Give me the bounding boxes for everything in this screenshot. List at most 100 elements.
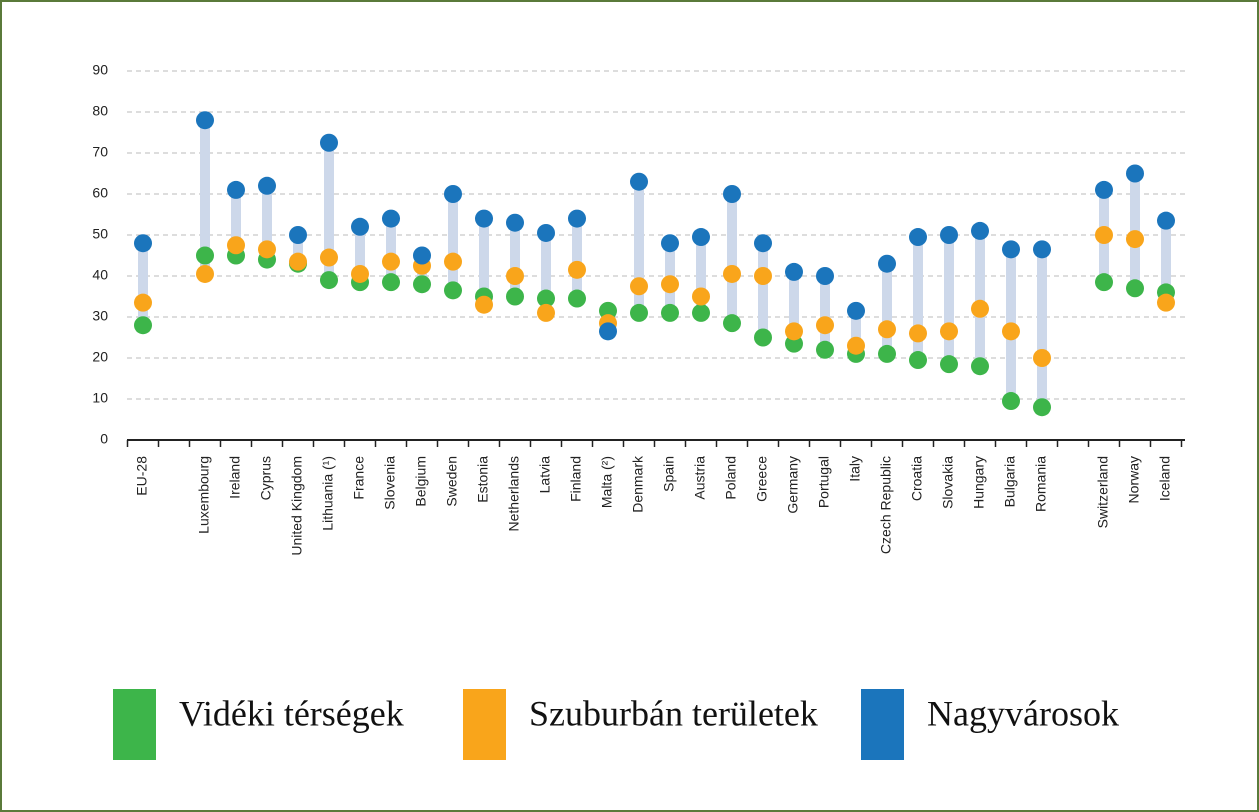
dot: [909, 228, 927, 247]
dot: [134, 234, 152, 253]
dot: [1095, 226, 1113, 244]
dot: [692, 228, 710, 247]
x-tick-label: Lithuania (¹): [320, 456, 336, 531]
dot: [630, 172, 648, 191]
x-tick-label: Finland: [568, 456, 584, 502]
x-tick-label: Slovenia: [382, 456, 398, 510]
dot: [568, 289, 586, 308]
dot: [661, 275, 679, 294]
x-tick-label: Luxembourg: [196, 456, 212, 534]
dot: [537, 289, 555, 308]
dot: [475, 209, 493, 228]
range-bar: [138, 243, 148, 326]
dot: [196, 264, 214, 283]
range-bar: [634, 181, 644, 313]
dot: [816, 340, 834, 359]
x-tick-label: Latvia: [537, 456, 553, 494]
dot: [847, 336, 865, 355]
x-tick-label: Belgium: [413, 456, 429, 507]
range-bar: [448, 194, 458, 291]
range-bar: [975, 230, 985, 367]
dot: [227, 180, 245, 199]
x-tick-label: Malta (²): [599, 456, 615, 508]
y-tick-label: 60: [92, 185, 108, 201]
dot: [878, 344, 896, 363]
dot: [754, 234, 772, 253]
dot: [1033, 398, 1051, 417]
legend-swatch: [113, 689, 156, 760]
y-tick-label: 10: [92, 390, 108, 406]
x-tick-label: Czech Republic: [878, 456, 894, 554]
legend-label: Vidéki térségek: [179, 693, 404, 733]
range-bar: [479, 218, 489, 305]
dot: [1002, 392, 1020, 411]
dot: [940, 355, 958, 374]
dot: [506, 267, 524, 285]
dot: [1002, 240, 1020, 259]
range-bar: [355, 226, 365, 283]
x-tick-label: Croatia: [909, 456, 925, 501]
dot: [630, 303, 648, 322]
dot: [1126, 279, 1144, 298]
dot: [258, 240, 276, 259]
dot: [847, 301, 865, 320]
dot: [723, 185, 741, 203]
range-bar: [572, 218, 582, 299]
x-tick-label: Netherlands: [506, 456, 522, 532]
x-tick-label: Hungary: [971, 456, 987, 509]
dot: [351, 264, 369, 283]
dot: [227, 236, 245, 255]
range-bar: [262, 185, 272, 260]
dot: [568, 260, 586, 279]
range-bar: [789, 271, 799, 344]
range-bar: [1161, 220, 1171, 303]
x-tick-label: Romania: [1033, 456, 1049, 512]
dot: [537, 303, 555, 322]
y-tick-label: 80: [92, 103, 108, 119]
dot: [599, 301, 617, 320]
dot: [909, 351, 927, 370]
dot: [599, 322, 617, 341]
dot: [785, 334, 803, 353]
dot: [506, 287, 524, 306]
y-tick-label: 0: [100, 431, 108, 447]
dot: [196, 111, 214, 130]
dot: [1157, 211, 1175, 230]
dot: [444, 281, 462, 300]
x-tick-label: Cyprus: [258, 456, 274, 500]
dot: [1157, 293, 1175, 312]
legend-swatch: [861, 689, 904, 760]
dot: [692, 287, 710, 306]
x-tick-label: EU-28: [134, 456, 150, 496]
dot: [723, 264, 741, 283]
dot: [1002, 322, 1020, 341]
legend-swatch: [463, 689, 506, 760]
range-bar: [913, 237, 923, 361]
x-tick-label: Estonia: [475, 456, 491, 503]
y-tick-label: 40: [92, 267, 108, 283]
x-tick-label: Switzerland: [1095, 456, 1111, 528]
dot: [630, 277, 648, 296]
dot: [537, 223, 555, 242]
dot: [258, 176, 276, 195]
y-tick-label: 20: [92, 349, 108, 365]
range-bar: [758, 243, 768, 338]
dot: [754, 267, 772, 285]
range-bar: [200, 120, 210, 274]
x-tick-label: Italy: [847, 456, 863, 482]
dot: [1126, 164, 1144, 183]
x-tick-label: Ireland: [227, 456, 243, 499]
dot: [568, 209, 586, 228]
dot: [878, 254, 896, 273]
y-tick-label: 90: [92, 62, 108, 78]
x-tick-label: Portugal: [816, 456, 832, 508]
x-tick-label: Denmark: [630, 455, 646, 513]
dot: [754, 328, 772, 347]
dot: [320, 133, 338, 152]
dot: [971, 221, 989, 240]
dot: [1126, 230, 1144, 249]
dot: [785, 322, 803, 341]
